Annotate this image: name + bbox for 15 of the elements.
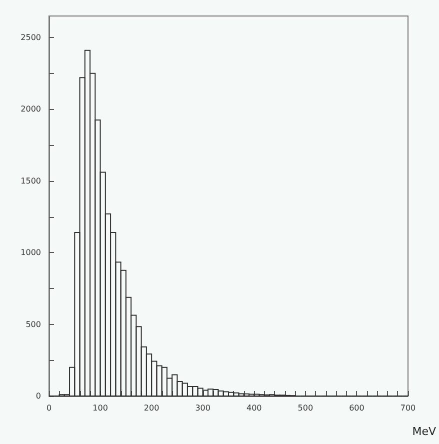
x-tick-label: 700 <box>400 404 416 412</box>
x-tick-label: 200 <box>144 404 160 412</box>
y-tick-label: 1500 <box>20 176 41 186</box>
y-tick-label: 0 <box>36 392 41 400</box>
y-tick-label: 2000 <box>20 104 41 114</box>
x-tick-label: 500 <box>298 404 314 412</box>
x-axis-title: MeV <box>412 425 436 438</box>
x-tick-label: 0 <box>46 404 52 412</box>
x-tick-label: 100 <box>92 404 108 412</box>
x-tick-label: 600 <box>349 404 364 412</box>
y-tick-label: 2500 <box>20 33 41 42</box>
y-tick-label: 1000 <box>20 248 41 258</box>
x-tick-label: 400 <box>246 404 262 412</box>
x-tick-label: 300 <box>195 404 210 412</box>
y-tick-label: 500 <box>26 320 41 329</box>
